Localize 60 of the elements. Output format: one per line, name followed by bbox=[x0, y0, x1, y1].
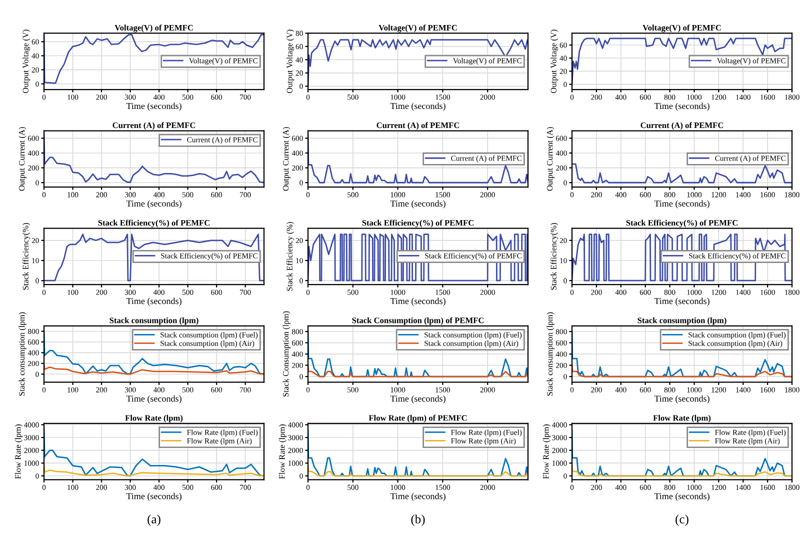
chart-title: Flow Rate (lpm) of PEMFC bbox=[368, 414, 467, 422]
y-axis-title: Output Current (A) bbox=[18, 127, 26, 191]
y-axis-title: Output Voltage (V) bbox=[286, 30, 294, 94]
x-axis-title: Time (seconds) bbox=[390, 492, 446, 502]
x-axis-title: Time (seconds) bbox=[390, 298, 446, 306]
chart-title: Stack Consumption (lpm) of PEMFC bbox=[352, 317, 484, 325]
y-axis-title: Output Current (A) bbox=[282, 127, 290, 191]
line-series bbox=[572, 364, 792, 378]
y-axis-title: Stack consumption (lpm) bbox=[18, 312, 26, 396]
line-series bbox=[308, 234, 528, 282]
y-axis-title: Flow Rate (lpm) bbox=[278, 424, 286, 479]
chart-title: Current (A) of PEMFC bbox=[112, 122, 196, 130]
chart-title: Flow Rate (lpm) bbox=[125, 414, 183, 422]
x-axis-title: Time (seconds) bbox=[126, 492, 182, 502]
chart-title: Stack Efficiency(%) of PEMFC bbox=[626, 220, 738, 228]
chart-title: Stack Efficiency(%) of PEMFC bbox=[98, 220, 210, 228]
x-axis-title: Time (seconds) bbox=[654, 395, 710, 404]
y-axis-title: Stack Efficiency(%) bbox=[550, 223, 558, 290]
text: (c) bbox=[676, 514, 688, 526]
x-axis-title: Time (seconds) bbox=[126, 395, 182, 404]
x-axis-title: Time (seconds) bbox=[390, 395, 446, 404]
y-axis-title: Output Voltage (V) bbox=[22, 30, 30, 94]
y-axis-title: Stack consumption (lpm) bbox=[546, 312, 554, 396]
chart-title: Stack consumption (lpm) bbox=[638, 317, 726, 325]
x-axis-title: Time (seconds) bbox=[126, 200, 182, 208]
line-series bbox=[572, 464, 792, 477]
line-series bbox=[308, 364, 528, 378]
line-series bbox=[44, 364, 264, 375]
x-axis-title: Time (seconds) bbox=[390, 200, 446, 208]
text: (b) bbox=[411, 514, 425, 526]
chart-title: Stack consumption (lpm) bbox=[110, 317, 198, 325]
y-axis-title: Stack Efficiency(%) bbox=[22, 223, 30, 290]
line-series bbox=[572, 38, 792, 85]
y-axis-title: Flow Rate (lpm) bbox=[14, 424, 22, 479]
line-series bbox=[572, 163, 792, 184]
y-axis-title: Flow Rate (lpm) bbox=[542, 424, 550, 479]
line-series bbox=[44, 464, 264, 477]
text: (a) bbox=[148, 514, 160, 526]
y-axis-title: Stack Consumption (lpm) bbox=[282, 311, 290, 397]
line-series bbox=[308, 464, 528, 477]
x-axis-title: Time (seconds) bbox=[654, 298, 710, 306]
line-series bbox=[44, 234, 264, 282]
chart-title: Flow Rate (lpm) bbox=[653, 414, 711, 422]
x-axis-title: Time (seconds) bbox=[654, 200, 710, 208]
chart-title: Voltage(V) of PEMFC bbox=[114, 24, 193, 32]
x-axis-title: Time (seconds) bbox=[654, 102, 710, 111]
line-series bbox=[308, 39, 528, 87]
y-axis-title: Output Current (A) bbox=[546, 127, 554, 191]
line-series bbox=[572, 234, 792, 282]
chart-title: Stack Efficiency(%) of PEMFC bbox=[362, 220, 474, 228]
y-axis-title: Stack Efficiency (%) bbox=[286, 222, 294, 291]
x-axis-title: Time (seconds) bbox=[654, 492, 710, 502]
x-axis-title: Time (seconds) bbox=[390, 102, 446, 111]
x-axis-title: Time (seconds) bbox=[126, 298, 182, 306]
x-axis-title: Time (seconds) bbox=[126, 102, 182, 111]
chart-title: Voltage(V) of PEMFC bbox=[378, 24, 457, 32]
chart-title: Voltage(V) of PEMFC bbox=[642, 24, 721, 32]
chart-title: Current (A) of PEMFC bbox=[640, 122, 724, 130]
y-axis-title: Output Voltage (V) bbox=[550, 30, 558, 94]
chart-title: Current (A) of PEMFC bbox=[376, 122, 460, 130]
